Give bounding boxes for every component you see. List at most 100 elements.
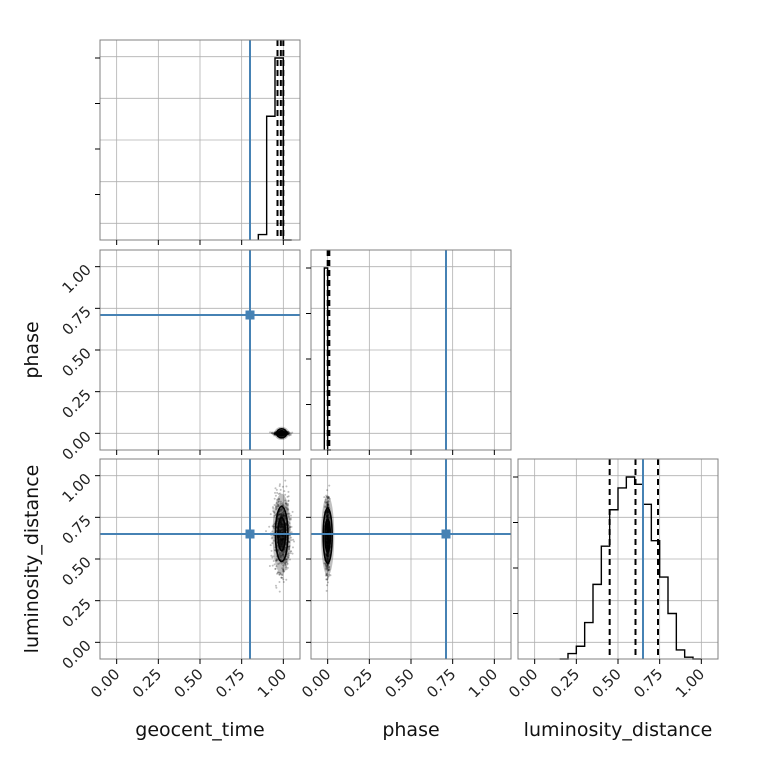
sample-point (324, 574, 327, 577)
sample-point (326, 510, 329, 513)
sample-point (276, 572, 279, 575)
sample-point (278, 513, 281, 516)
sample-point (277, 501, 280, 504)
sample-point (326, 514, 329, 517)
sample-point (283, 512, 286, 515)
sample-point (326, 554, 329, 557)
sample-point (284, 499, 287, 502)
sample-point (326, 553, 329, 556)
sample-point (278, 510, 281, 513)
sample-point (287, 499, 290, 502)
sample-point (327, 552, 330, 555)
sample-point (278, 554, 281, 557)
sample-point (326, 581, 329, 584)
sample-point (271, 506, 274, 509)
sample-point (275, 586, 278, 589)
sample-point (290, 531, 293, 534)
sample-point (325, 578, 328, 581)
sample-point (282, 514, 285, 517)
sample-point (287, 432, 290, 435)
sample-point (273, 432, 276, 435)
sample-point (290, 536, 293, 539)
sample-point (326, 511, 329, 514)
sample-point (326, 509, 329, 512)
sample-point (326, 556, 329, 559)
sample-point (324, 562, 327, 565)
sample-point (285, 560, 288, 563)
truth-marker (441, 529, 451, 539)
sample-point (276, 571, 279, 574)
sample-point (276, 571, 279, 574)
y-axis-label-luminosity-distance: luminosity_distance (21, 465, 43, 654)
sample-point (273, 432, 276, 435)
sample-point (326, 516, 329, 519)
sample-point (326, 504, 329, 507)
contour-inner (324, 518, 332, 553)
sample-point (286, 555, 289, 558)
sample-point (326, 511, 329, 514)
y-tick-label: 0.75 (58, 302, 94, 338)
x-axis-label-geocent-time: geocent_time (135, 719, 264, 741)
sample-point (271, 536, 274, 539)
sample-point (327, 556, 330, 559)
sample-point (280, 515, 283, 518)
sample-point (282, 513, 285, 516)
x-tick-label: 1.00 (254, 665, 290, 701)
sample-point (285, 508, 288, 511)
sample-point (289, 433, 292, 436)
sample-point (327, 496, 330, 499)
sample-point (324, 552, 327, 555)
sample-point (323, 562, 326, 565)
sample-point (284, 502, 287, 505)
sample-point (290, 539, 293, 542)
sample-point (274, 508, 277, 511)
sample-point (326, 510, 329, 513)
sample-point (284, 493, 287, 496)
sample-point (280, 512, 283, 515)
sample-point (326, 503, 329, 506)
sample-point (289, 517, 292, 520)
sample-point (279, 502, 282, 505)
sample-point (287, 431, 290, 434)
sample-point (324, 501, 327, 504)
sample-point (269, 513, 272, 516)
sample-point (327, 503, 330, 506)
sample-point (326, 503, 329, 506)
sample-point (276, 498, 279, 501)
sample-point (325, 556, 328, 559)
sample-point (288, 540, 291, 543)
sample-point (325, 515, 328, 518)
sample-point (289, 526, 292, 529)
sample-point (284, 479, 287, 482)
sample-point (277, 503, 280, 506)
sample-point (325, 515, 328, 518)
sample-point (280, 514, 283, 517)
sample-point (326, 510, 329, 513)
sample-point (287, 508, 290, 511)
y-tick-label: 0.50 (58, 344, 94, 380)
sample-point (282, 553, 285, 556)
sample-point (285, 578, 288, 581)
sample-point (287, 545, 290, 548)
x-tick-label: 1.00 (672, 665, 708, 701)
sample-point (288, 541, 291, 544)
joint-density (311, 459, 511, 659)
sample-point (326, 497, 329, 500)
sample-point (285, 523, 288, 526)
sample-point (288, 528, 291, 531)
y-tick-label: 0.25 (58, 386, 94, 422)
sample-point (277, 517, 280, 520)
sample-point (326, 515, 329, 518)
y-tick-label: 0.00 (58, 427, 94, 463)
sample-point (325, 553, 328, 556)
sample-point (328, 497, 331, 500)
sample-point (271, 564, 274, 567)
sample-point (280, 512, 283, 515)
histogram-step-line (559, 476, 702, 660)
sample-point (280, 508, 283, 511)
sample-point (327, 555, 330, 558)
sample-point (325, 515, 328, 518)
sample-point (326, 559, 329, 562)
contour-outer (322, 507, 333, 564)
sample-point (278, 590, 281, 593)
